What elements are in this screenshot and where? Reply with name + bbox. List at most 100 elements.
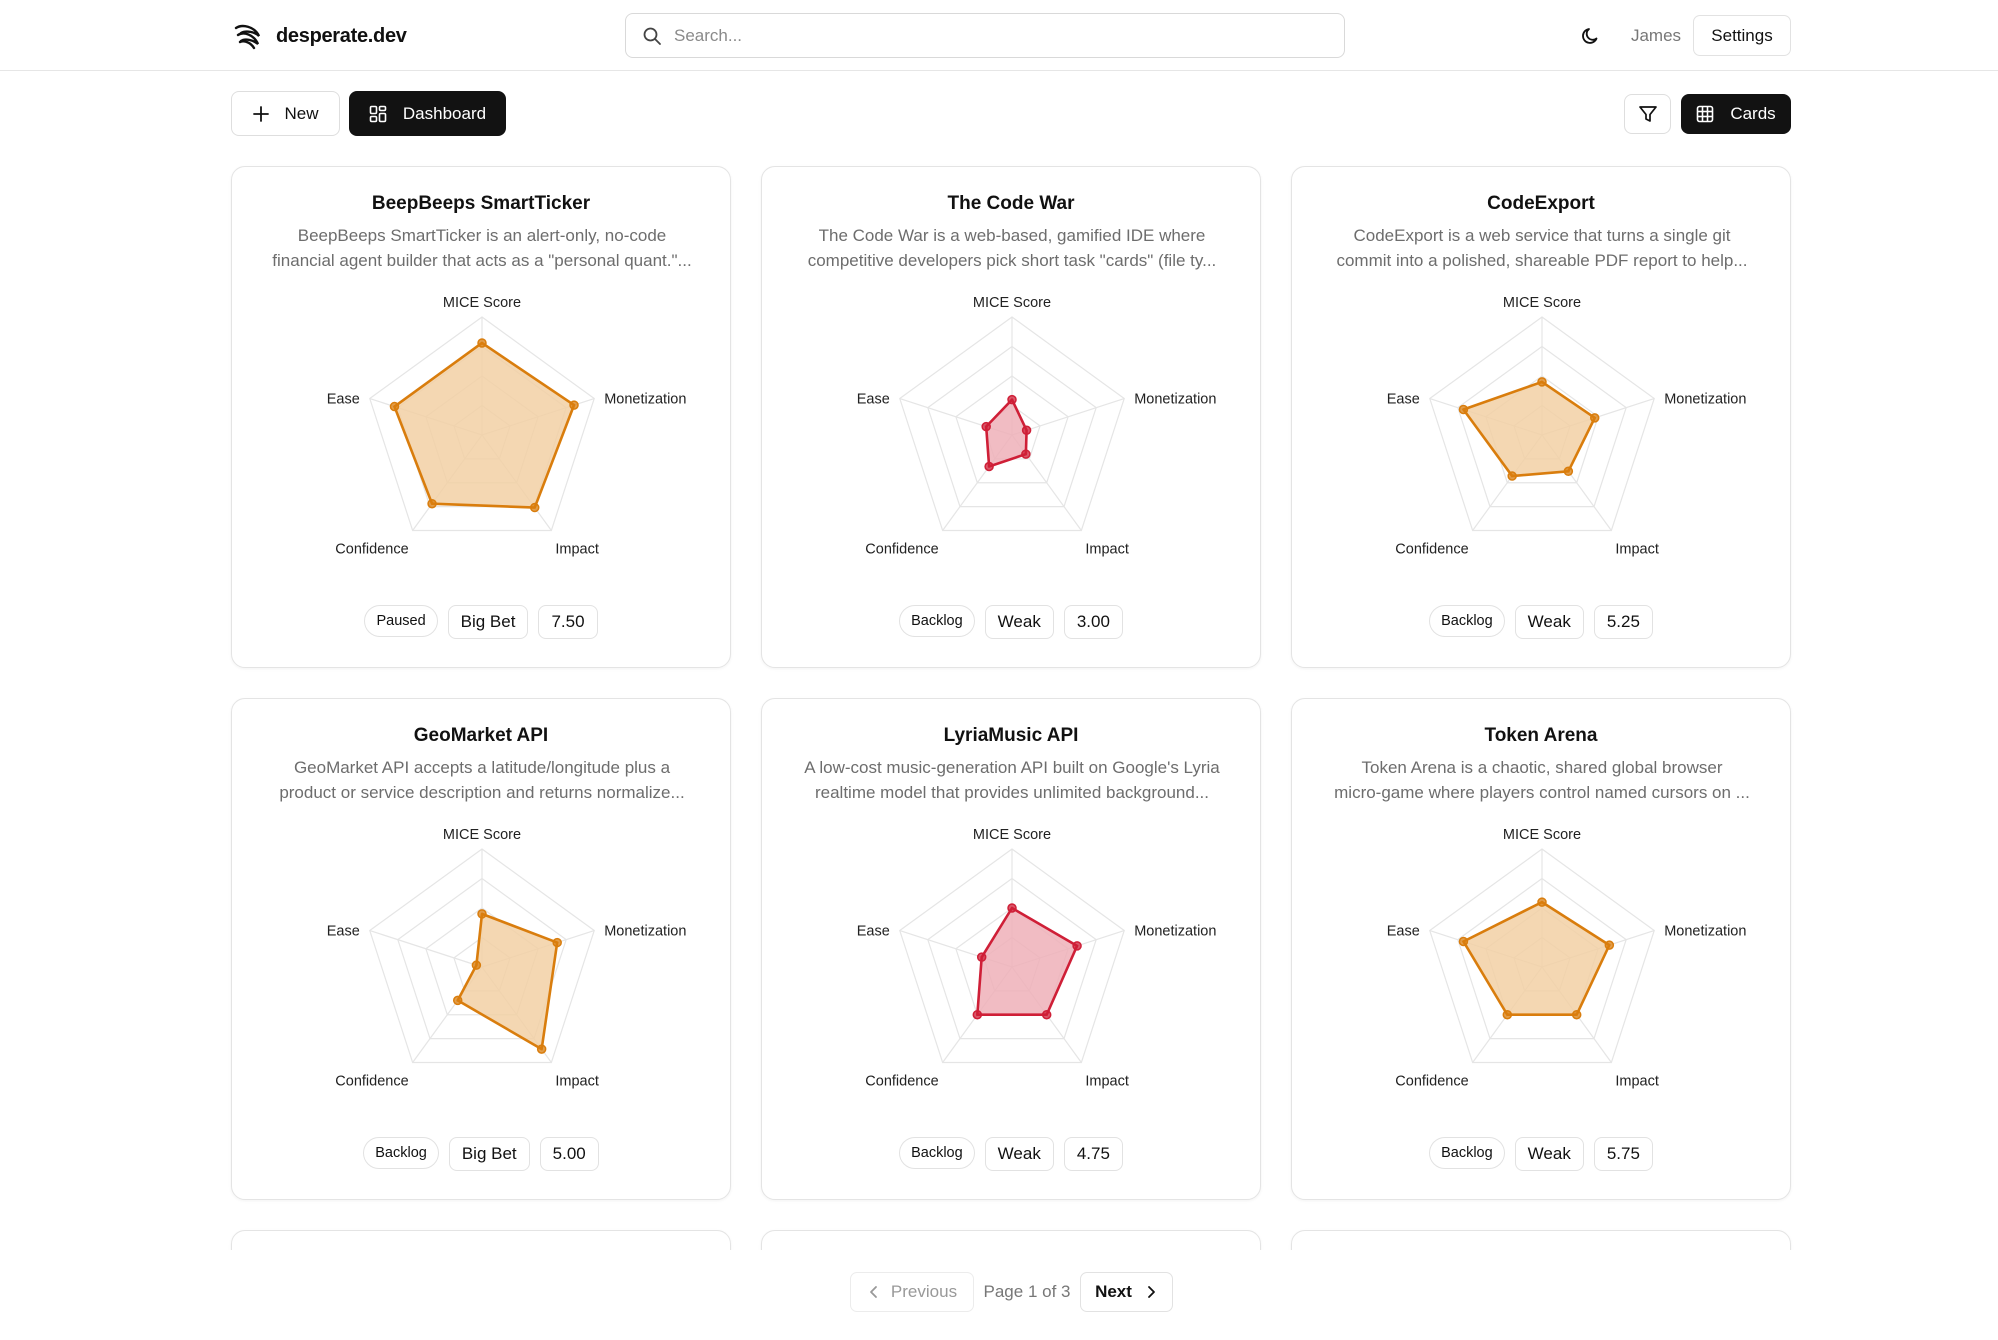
radar-grid-ring <box>927 345 1097 508</box>
card-description: BeepBeeps SmartTicker is an alert-only, … <box>260 223 704 273</box>
radar-grid-ring <box>369 848 595 1064</box>
card-description-line: A low-cost music-generation API built on… <box>804 758 1220 777</box>
card-description: GeoMarket API accepts a latitude/longitu… <box>260 755 704 805</box>
radar-axis-label: MICE Score <box>973 295 1051 311</box>
status-badge: Backlog <box>1429 605 1505 637</box>
radar-grid-ring <box>1457 877 1627 1040</box>
radar-axis-label: Impact <box>1085 1073 1129 1089</box>
radar-axis-label: MICE Score <box>973 827 1051 843</box>
idea-card-partial[interactable] <box>1291 1230 1791 1250</box>
card-description-line: BeepBeeps SmartTicker is an alert-only, … <box>297 226 667 245</box>
dashboard-button[interactable]: Dashboard <box>349 91 506 136</box>
radar-point <box>1571 1009 1582 1020</box>
search-box[interactable] <box>625 13 1345 58</box>
theme-toggle-button[interactable] <box>1573 18 1609 54</box>
radar-chart: MICE Score Monetization Impact Confidence Ea… <box>1387 827 1747 1089</box>
new-button-label: New <box>284 103 319 123</box>
filter-button[interactable] <box>1624 94 1671 134</box>
idea-card[interactable]: Token Arena Token Arena is a chaotic, sha… <box>1291 698 1791 1200</box>
radar-point <box>1507 471 1517 481</box>
radar-point <box>981 421 991 432</box>
radar-series-area <box>984 398 1028 468</box>
idea-card[interactable]: BeepBeeps SmartTicker BeepBeeps SmartTick… <box>231 166 731 668</box>
previous-page-button[interactable]: Previous <box>850 1272 974 1312</box>
search-input[interactable] <box>674 25 1314 46</box>
status-badge: Backlog <box>899 1137 975 1169</box>
moon-icon <box>1582 28 1598 44</box>
radar-axis-label: Monetization <box>604 392 686 408</box>
card-description: The Code War is a web-based, gamified ID… <box>790 223 1234 273</box>
radar-grid-ring <box>899 848 1125 1064</box>
radar-axis-label: MICE Score <box>443 295 521 311</box>
radar-point <box>1007 903 1017 913</box>
next-page-button[interactable]: Next <box>1080 1272 1173 1312</box>
card-description-line: Token Arena is a chaotic, shared global … <box>1361 758 1723 777</box>
radar-axis-label: MICE Score <box>1503 827 1581 843</box>
card-description: CodeExport is a web service that turns a… <box>1320 223 1764 273</box>
chevron-left-icon <box>870 1286 877 1298</box>
idea-card[interactable]: The Code War The Code War is a web-based,… <box>761 166 1261 668</box>
radar-grid-ring <box>1457 345 1627 508</box>
radar-point <box>1021 449 1031 459</box>
radar-axis-label: MICE Score <box>1503 295 1581 311</box>
radar-point <box>984 461 994 472</box>
radar-point <box>477 338 487 348</box>
card-badges: Backlog Weak 3.00 <box>762 605 1260 639</box>
radar-axis-label: Confidence <box>865 541 938 557</box>
radar-grid-ring <box>955 375 1069 484</box>
filter-icon <box>1638 106 1657 122</box>
page-indicator: Page 1 of 3 <box>983 1282 1071 1301</box>
swirl-logo-icon <box>234 24 261 50</box>
radar-series-area <box>393 341 576 509</box>
radar-axis-label: Impact <box>1615 1073 1659 1089</box>
radar-point <box>1458 404 1469 415</box>
score-badge: 5.00 <box>539 1137 599 1171</box>
radar-point <box>1007 394 1017 405</box>
radar-axis-label: Ease <box>857 924 890 940</box>
radar-grid-ring <box>369 316 595 532</box>
radar-chart: MICE Score Monetization Impact Confidence Ea… <box>327 827 687 1089</box>
radar-series-area <box>1462 380 1597 478</box>
card-description-line: commit into a polished, shareable PDF re… <box>1336 251 1748 270</box>
radar-point <box>1537 897 1547 907</box>
cards-view-button[interactable]: Cards <box>1681 94 1791 134</box>
score-badge: 3.00 <box>1063 605 1123 639</box>
card-badges: Backlog Weak 4.75 <box>762 1137 1260 1171</box>
user-name-link[interactable]: James <box>1630 26 1682 45</box>
brand-name: desperate.dev <box>276 24 407 47</box>
radar-axis-label: Ease <box>327 924 360 940</box>
idea-card-partial[interactable] <box>231 1230 731 1250</box>
status-badge: Paused <box>364 605 438 637</box>
idea-card[interactable]: GeoMarket API GeoMarket API accepts a lat… <box>231 698 731 1200</box>
radar-axis-label: Monetization <box>1134 392 1216 408</box>
card-title: GeoMarket API <box>413 725 549 746</box>
card-title: BeepBeeps SmartTicker <box>371 193 591 214</box>
radar-chart: MICE Score Monetization Impact Confidence Ea… <box>1387 295 1747 557</box>
new-button[interactable]: New <box>231 91 340 136</box>
category-badge: Weak <box>984 1137 1054 1171</box>
radar-axis-label: Impact <box>1085 541 1129 557</box>
radar-axis-label: Monetization <box>604 924 686 940</box>
category-badge: Weak <box>1514 1137 1584 1171</box>
idea-card[interactable]: CodeExport CodeExport is a web service th… <box>1291 166 1791 668</box>
category-badge: Weak <box>1514 605 1584 639</box>
card-title: CodeExport <box>1487 193 1595 214</box>
dashboard-button-label: Dashboard <box>402 103 487 123</box>
settings-button[interactable]: Settings <box>1693 15 1791 56</box>
card-description-line: competitive developers pick short task "… <box>807 251 1217 270</box>
radar-chart: MICE Score Monetization Impact Confidence Ea… <box>327 295 687 557</box>
status-badge: Backlog <box>363 1137 439 1169</box>
radar-axis-label: Impact <box>555 541 599 557</box>
radar-axis-label: Monetization <box>1664 392 1746 408</box>
radar-axis-label: Confidence <box>1395 541 1468 557</box>
card-description-line: CodeExport is a web service that turns a… <box>1353 226 1731 245</box>
brand[interactable]: desperate.dev <box>232 18 407 54</box>
radar-chart: MICE Score Monetization Impact Confidence Ea… <box>857 295 1217 557</box>
radar-point <box>1021 425 1032 436</box>
radar-grid-ring <box>899 316 1125 532</box>
radar-grid-ring <box>397 877 567 1040</box>
radar-axis-label: Confidence <box>1395 1073 1468 1089</box>
search-icon <box>643 27 661 45</box>
idea-card-partial[interactable] <box>761 1230 1261 1250</box>
idea-card[interactable]: LyriaMusic API A low-cost music-generatio… <box>761 698 1261 1200</box>
